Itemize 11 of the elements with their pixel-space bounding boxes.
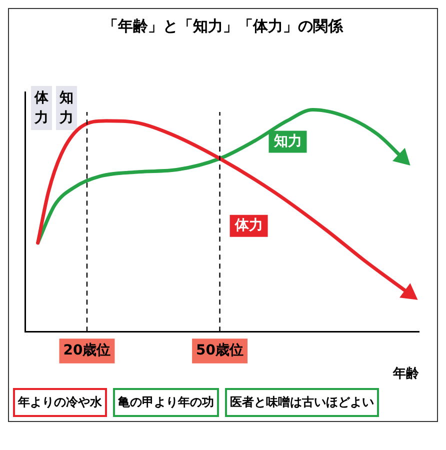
series-label: 知力	[272, 133, 302, 150]
annotation: 知力	[56, 86, 77, 130]
text: 亀の甲より年の功	[113, 388, 219, 417]
text: 年よりの冷や水	[13, 388, 107, 417]
annotation: 体力	[31, 86, 52, 130]
x-tick-label: 50歳位	[196, 342, 244, 359]
series-label: 体力	[234, 217, 263, 234]
chart-title: 「年齢」と「知力」「体力」の関係	[102, 16, 344, 37]
x-tick-label: 20歳位	[63, 342, 111, 359]
x-axis-title: 年齢	[392, 366, 420, 382]
text: 医者と味噌は古いほどよい	[225, 388, 379, 417]
